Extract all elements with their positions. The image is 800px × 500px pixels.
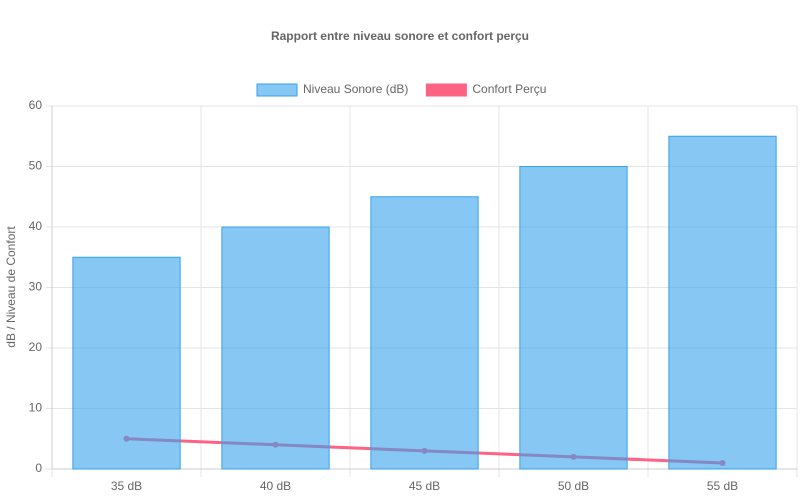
legend-label: Niveau Sonore (dB) xyxy=(303,82,408,96)
x-tick-label: 35 dB xyxy=(111,479,142,493)
x-tick-label: 55 dB xyxy=(707,479,738,493)
bar xyxy=(72,256,181,470)
y-tick-label: 50 xyxy=(29,159,43,173)
y-tick-label: 40 xyxy=(29,219,43,233)
x-tick-label: 40 dB xyxy=(260,479,291,493)
bar xyxy=(221,226,330,470)
y-tick-label: 0 xyxy=(35,461,42,475)
bar xyxy=(668,135,777,470)
bar xyxy=(519,166,628,470)
x-tick-label: 45 dB xyxy=(409,479,440,493)
y-tick-label: 30 xyxy=(29,280,43,294)
bar xyxy=(370,196,479,470)
chart-title: Rapport entre niveau sonore et confort p… xyxy=(271,29,529,43)
y-tick-label: 60 xyxy=(29,98,43,112)
y-tick-label: 20 xyxy=(29,340,43,354)
y-axis-label: dB / Niveau de Confort xyxy=(4,226,18,348)
legend-swatch xyxy=(425,83,467,97)
x-tick-label: 50 dB xyxy=(558,479,589,493)
y-tick-label: 10 xyxy=(29,401,43,415)
legend-swatch xyxy=(256,83,298,97)
legend-label: Confort Perçu xyxy=(472,82,546,96)
